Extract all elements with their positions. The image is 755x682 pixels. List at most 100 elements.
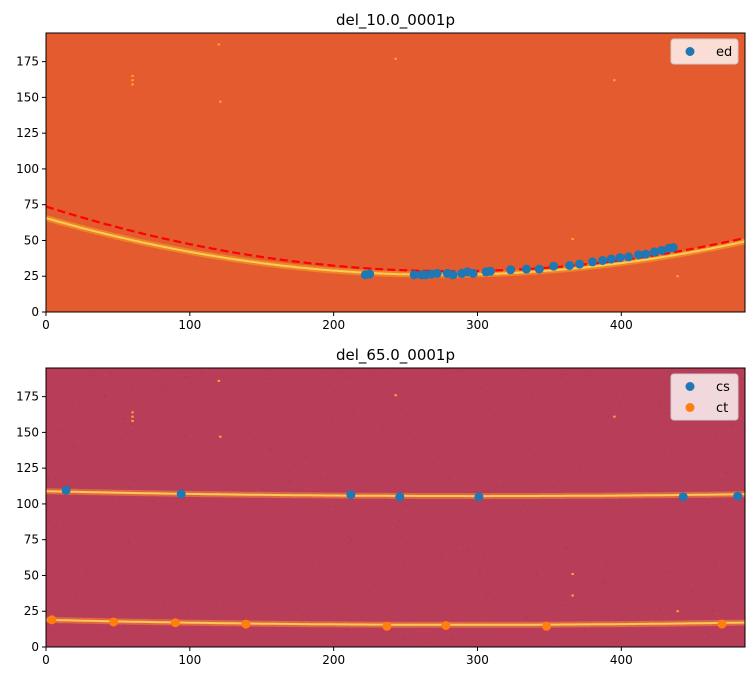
point-cs xyxy=(733,491,743,501)
point-ed xyxy=(468,268,478,278)
point-ed xyxy=(506,265,516,275)
point-ed xyxy=(521,264,531,274)
y-axis: 0 25 50 75 100 125 150 175 xyxy=(16,55,46,319)
legend-label-ct: ct xyxy=(716,401,728,416)
legend-label-cs: cs xyxy=(716,380,730,395)
hot-pixel xyxy=(131,411,134,414)
hot-pixel xyxy=(131,79,134,82)
y-tick-label: 150 xyxy=(16,425,39,439)
plot-background xyxy=(46,33,745,312)
x-tick-label: 0 xyxy=(42,318,50,332)
y-tick-label: 25 xyxy=(24,604,39,618)
point-cs xyxy=(176,489,186,499)
plot-image xyxy=(46,33,745,312)
point-ed xyxy=(649,247,659,257)
y-tick-label: 100 xyxy=(16,497,39,511)
y-tick-label: 125 xyxy=(16,126,39,140)
x-tick-label: 400 xyxy=(610,318,633,332)
hot-pixel xyxy=(394,394,397,397)
hot-pixel xyxy=(613,79,616,82)
x-axis: 0 100 200 300 400 xyxy=(42,312,633,332)
point-ed xyxy=(432,268,442,278)
point-cs xyxy=(474,492,484,502)
point-ed xyxy=(615,253,625,263)
point-ct xyxy=(109,617,119,627)
hot-pixel xyxy=(131,74,134,77)
chart-title: del_10.0_0001p xyxy=(336,11,455,30)
legend-label-ed: ed xyxy=(716,45,732,60)
x-tick-label: 200 xyxy=(322,653,345,667)
point-cs xyxy=(395,492,405,502)
hot-pixel xyxy=(676,275,679,278)
legend-marker-cs xyxy=(685,382,695,391)
x-tick-label: 100 xyxy=(178,318,201,332)
y-tick-label: 150 xyxy=(16,90,39,104)
hot-pixel xyxy=(131,83,134,86)
point-ed xyxy=(365,269,375,279)
hot-pixel xyxy=(217,43,221,46)
hot-pixel xyxy=(219,435,222,438)
hot-pixel xyxy=(613,415,616,418)
hot-pixel xyxy=(571,238,574,241)
point-ed xyxy=(668,243,678,253)
x-tick-label: 300 xyxy=(466,318,489,332)
hot-pixel xyxy=(571,573,574,576)
x-tick-label: 200 xyxy=(322,318,345,332)
chart-panel-1: del_10.0_0001p 0 100 200 300 400 0 25 50 75 100 1… xyxy=(16,11,746,332)
y-tick-label: 0 xyxy=(31,640,39,654)
point-ct xyxy=(542,621,551,631)
hot-pixel xyxy=(217,379,221,382)
point-ct xyxy=(382,621,392,631)
hot-pixel xyxy=(676,610,679,613)
bright-arc-core xyxy=(46,618,745,626)
plot-image xyxy=(46,368,745,647)
plot-frame xyxy=(45,367,746,648)
point-ed xyxy=(575,259,585,269)
hot-pixel xyxy=(219,100,222,103)
point-ed xyxy=(534,264,544,274)
y-tick-label: 175 xyxy=(16,55,39,69)
point-ed xyxy=(565,261,574,270)
hot-pixel xyxy=(131,419,134,422)
x-tick-label: 300 xyxy=(466,653,489,667)
point-ct xyxy=(47,615,57,625)
bright-arc-core xyxy=(46,217,745,276)
point-cs xyxy=(346,490,356,500)
point-cs xyxy=(61,485,71,495)
point-ed xyxy=(657,246,667,255)
legend-marker-ed xyxy=(685,47,695,56)
x-axis: 0 100 200 300 400 xyxy=(42,647,633,667)
point-ct xyxy=(241,619,251,629)
y-axis: 0 25 50 75 100 125 150 175 xyxy=(16,390,46,654)
hot-pixel xyxy=(131,415,134,418)
point-ct xyxy=(441,621,451,630)
x-tick-label: 400 xyxy=(610,653,633,667)
point-ed xyxy=(598,256,608,265)
plot-background xyxy=(46,368,745,647)
point-ed xyxy=(641,249,651,259)
y-tick-label: 75 xyxy=(24,533,39,547)
hot-pixel xyxy=(571,594,574,597)
legend-marker-ct xyxy=(685,403,695,412)
point-ed xyxy=(485,266,495,276)
point-ed xyxy=(606,254,616,264)
point-ed xyxy=(448,270,458,280)
x-tick-label: 100 xyxy=(178,653,201,667)
point-cs xyxy=(678,492,688,502)
y-tick-label: 50 xyxy=(24,233,39,247)
point-ed xyxy=(634,250,644,260)
chart-panel-2: del_65.0_0001p 0 100 200 300 400 0 25 50 75 100 1… xyxy=(16,346,746,667)
legend: cs ct xyxy=(670,373,739,421)
y-tick-label: 100 xyxy=(16,162,39,176)
y-tick-label: 175 xyxy=(16,390,39,404)
legend: ed xyxy=(670,38,739,65)
legend-box xyxy=(670,38,739,65)
x-tick-label: 0 xyxy=(42,653,50,667)
y-tick-label: 50 xyxy=(24,568,39,582)
hot-pixel xyxy=(394,57,397,60)
chart-title: del_65.0_0001p xyxy=(336,346,455,365)
y-tick-label: 25 xyxy=(24,269,39,283)
plot-frame xyxy=(45,32,746,313)
point-ct xyxy=(170,618,180,628)
